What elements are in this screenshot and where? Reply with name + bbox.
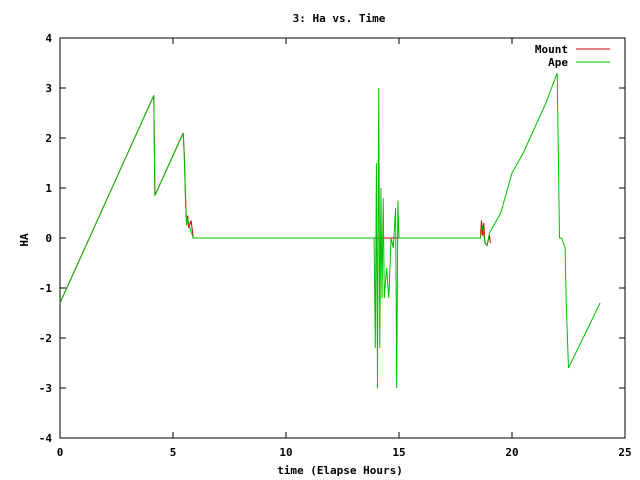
x-tick-label: 20 [505,446,518,459]
y-tick-label: 0 [45,232,52,245]
legend-label-ape: Ape [548,56,568,69]
x-tick-label: 10 [279,446,292,459]
x-tick-label: 15 [392,446,405,459]
x-tick-label: 0 [57,446,64,459]
y-tick-label: 1 [45,182,52,195]
y-tick-label: 4 [45,32,52,45]
y-tick-label: -2 [39,332,52,345]
axis-ticks: 0 5 10 15 20 25 -4 -3 -2 -1 0 1 2 3 4 [39,32,632,459]
y-tick-label: -3 [39,382,52,395]
y-tick-label: 2 [45,132,52,145]
data-series [59,72,601,389]
y-tick-label: -1 [39,282,53,295]
x-axis-label: time (Elapse Hours) [277,464,403,477]
x-tick-label: 5 [170,446,177,459]
legend-label-mount: Mount [535,43,568,56]
chart-title: 3: Ha vs. Time [293,12,386,25]
y-tick-label: -4 [39,432,53,445]
series-line-ape [59,72,601,389]
x-tick-label: 25 [618,446,631,459]
y-axis-label: HA [18,233,31,247]
y-tick-label: 3 [45,82,52,95]
